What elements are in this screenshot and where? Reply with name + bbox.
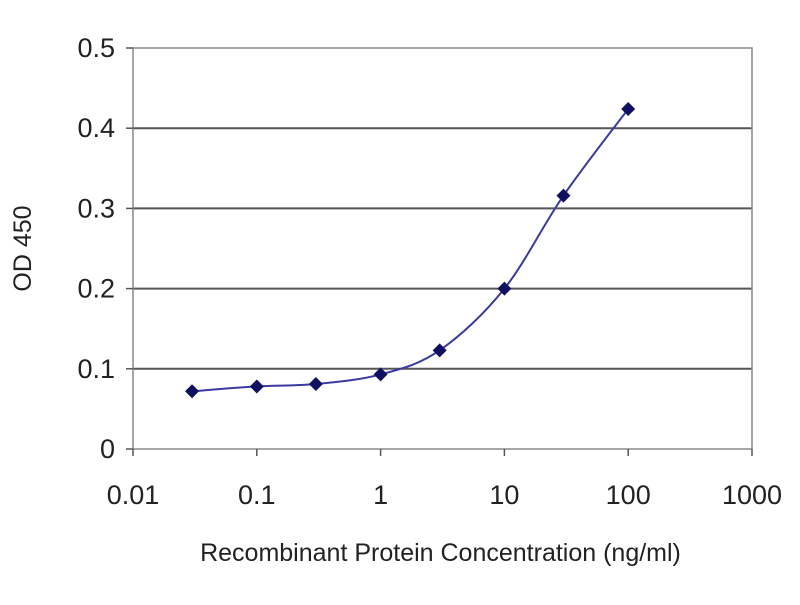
data-point <box>185 384 200 399</box>
x-tick-label: 1 <box>373 480 388 510</box>
data-point <box>621 101 636 116</box>
x-axis-title: Recombinant Protein Concentration (ng/ml… <box>200 539 681 567</box>
y-tick-label: 0 <box>100 434 115 464</box>
y-axis-ticks: 0 0.1 0.2 0.3 0.4 0.5 <box>77 33 133 464</box>
series-layer <box>185 101 636 399</box>
data-point <box>249 379 264 394</box>
x-tick-label: 1000 <box>722 480 782 510</box>
data-point <box>308 377 323 392</box>
y-tick-label: 0.3 <box>77 193 115 223</box>
y-tick-label: 0.5 <box>77 33 115 63</box>
x-tick-label: 10 <box>489 480 519 510</box>
gridlines <box>133 127 752 370</box>
y-tick-label: 0.2 <box>77 274 115 304</box>
data-point <box>556 188 571 203</box>
data-point <box>497 281 512 296</box>
series-line <box>191 108 630 393</box>
y-tick-label: 0.4 <box>77 113 115 143</box>
x-tick-label: 100 <box>606 480 651 510</box>
y-tick-label: 0.1 <box>77 354 115 384</box>
y-axis-title: OD 450 <box>9 205 37 291</box>
data-point <box>432 343 447 358</box>
x-tick-label: 0.01 <box>107 480 160 510</box>
data-point <box>373 367 388 382</box>
x-tick-label: 0.1 <box>238 480 276 510</box>
plot-area <box>132 47 753 450</box>
x-axis-ticks: 0.01 0.1 1 10 100 1000 <box>107 449 782 510</box>
